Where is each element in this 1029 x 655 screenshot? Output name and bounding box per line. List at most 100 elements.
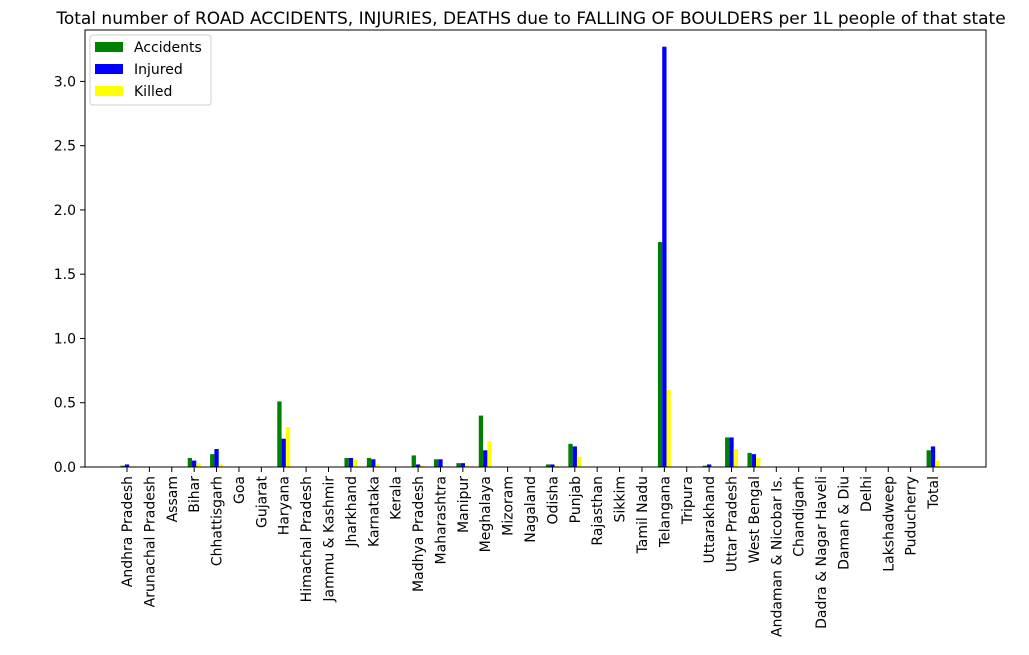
bar-killed	[487, 441, 492, 467]
x-tick-label: Andhra Pradesh	[120, 476, 136, 587]
x-tick-label: Lakshadweep	[881, 476, 897, 572]
bar-accidents	[210, 454, 215, 467]
y-tick-label: 1.0	[54, 331, 76, 347]
legend-swatch-accidents	[95, 42, 123, 52]
y-axis: 0.0 0.5 1.0 1.5 2.0 2.5 3.0	[54, 74, 85, 476]
bar-injured	[371, 459, 376, 467]
legend-label-accidents: Accidents	[134, 40, 202, 56]
bar-injured	[483, 450, 488, 467]
bar-injured	[348, 458, 354, 467]
x-tick-label: Karnataka	[366, 476, 382, 547]
bar-killed	[218, 464, 224, 467]
x-tick-label: Daman & Diu	[836, 476, 852, 570]
bar-injured	[415, 464, 421, 467]
y-tick-label: 2.0	[54, 203, 76, 219]
legend-swatch-killed	[95, 86, 123, 96]
bar-accidents	[456, 463, 461, 467]
bar-injured	[729, 437, 734, 467]
bar-killed	[285, 427, 291, 467]
x-tick-label: Telangana	[657, 476, 673, 548]
x-tick-label: Chandigarh	[792, 476, 808, 557]
bar-injured	[706, 464, 712, 467]
y-tick-label: 0.0	[54, 460, 76, 476]
x-tick-label: Uttarakhand	[702, 476, 718, 563]
legend-label-injured: Injured	[134, 62, 183, 78]
bar-injured	[192, 460, 197, 467]
bar-killed	[756, 458, 761, 467]
y-tick-label: 1.5	[54, 267, 76, 283]
x-tick-label: Meghalaya	[478, 476, 494, 552]
bar-injured	[281, 438, 286, 467]
bar-killed	[733, 449, 738, 467]
bar-killed	[666, 389, 671, 467]
x-tick-label: Assam	[165, 476, 181, 522]
x-tick-label: Madhya Pradesh	[411, 476, 427, 592]
bar-injured	[751, 454, 757, 467]
x-tick-label: Maharashtra	[433, 476, 449, 564]
x-tick-label: Goa	[232, 476, 248, 504]
y-tick-label: 2.5	[54, 139, 76, 155]
legend: Accidents Injured Killed	[89, 34, 212, 106]
y-tick-label: 0.5	[54, 396, 76, 412]
bar-injured	[460, 463, 465, 467]
bar-injured	[214, 449, 219, 467]
bar-killed	[196, 463, 201, 467]
y-tick-label: 3.0	[54, 74, 76, 90]
x-tick-label: Haryana	[277, 476, 293, 535]
legend-label-killed: Killed	[134, 84, 172, 100]
x-tick-label: Tamil Nadu	[635, 476, 651, 555]
bar-killed	[420, 465, 425, 467]
x-tick-label: Kerala	[389, 476, 405, 520]
bar-accidents	[545, 464, 551, 467]
bar-accidents	[702, 465, 707, 467]
x-tick-label: Delhi	[859, 476, 875, 512]
bar-accidents	[120, 465, 125, 467]
x-tick-label: Chhattisgarh	[210, 476, 226, 566]
x-tick-label: Nagaland	[523, 476, 539, 543]
bar-accidents	[344, 458, 349, 467]
x-tick-label: Total	[926, 476, 942, 510]
plot-frame	[84, 29, 987, 468]
x-axis: Andhra Pradesh Arunachal Pradesh Assam Biha…	[120, 467, 942, 637]
bar-killed	[353, 459, 358, 467]
bar-accidents	[366, 458, 372, 467]
bar-injured	[572, 446, 577, 467]
bar-accidents	[747, 452, 752, 467]
bar-injured	[550, 464, 555, 467]
chart-title: Total number of ROAD ACCIDENTS, INJURIES…	[55, 9, 1005, 29]
bar-accidents	[657, 242, 663, 467]
bar-injured	[124, 464, 130, 467]
bar-accidents	[568, 443, 573, 467]
bar-injured	[662, 46, 667, 468]
x-tick-label: Manipur	[456, 476, 472, 533]
x-tick-label: Rajasthan	[590, 476, 606, 546]
legend-swatch-injured	[95, 64, 123, 74]
x-tick-label: Arunachal Pradesh	[142, 476, 158, 607]
bar-injured	[930, 446, 936, 467]
x-tick-label: Jammu & Kashmir	[322, 476, 338, 603]
bar-killed	[576, 456, 582, 467]
x-tick-label: Punjab	[568, 476, 584, 523]
x-tick-label: West Bengal	[747, 476, 763, 563]
x-tick-label: Dadra & Nagar Haveli	[814, 476, 830, 629]
x-tick-label: Jharkhand	[344, 476, 360, 548]
bar-injured	[438, 459, 443, 467]
bar-killed	[554, 465, 559, 467]
x-tick-label: Bihar	[187, 476, 203, 513]
x-tick-label: Puducherry	[904, 476, 920, 556]
x-tick-label: Gujarat	[254, 475, 270, 528]
bar-killed	[375, 464, 380, 467]
x-tick-label: Odisha	[545, 476, 561, 525]
bar-accidents	[926, 450, 931, 467]
bar-accidents	[478, 415, 484, 467]
bar-accidents	[187, 458, 193, 467]
x-tick-label: Tripura	[680, 476, 696, 525]
x-tick-label: Himachal Pradesh	[299, 476, 315, 602]
bar-accidents	[434, 459, 439, 467]
bar-killed	[465, 465, 470, 467]
bar-accidents	[411, 455, 416, 467]
x-tick-label: Andaman & Nicobar Is.	[769, 476, 785, 637]
bar-killed	[935, 460, 940, 467]
